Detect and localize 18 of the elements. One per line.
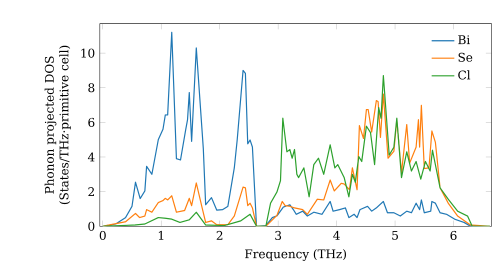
x-tick-label: 6 xyxy=(450,230,457,240)
y-tick-label: 6 xyxy=(88,118,94,127)
x-tick-label: 0 xyxy=(100,230,106,240)
y-tick-label: 0 xyxy=(88,222,94,231)
x-tick-label: 1 xyxy=(158,230,164,240)
y-axis-title: Phonon projected DOS (States/THz·primitive cell) xyxy=(44,46,71,204)
legend-label: Cl xyxy=(458,70,470,80)
y-tick-label: 4 xyxy=(88,152,95,162)
x-tick-label: 2 xyxy=(216,230,222,240)
legend-label: Bi xyxy=(458,35,470,44)
legend-label: Se xyxy=(458,52,472,62)
y-tick-label: 2 xyxy=(88,187,94,196)
x-tick-label: 5 xyxy=(392,230,398,240)
y-tick-label: 10 xyxy=(81,48,94,58)
x-tick-label: 3 xyxy=(275,230,282,240)
y-tick-label: 8 xyxy=(88,83,94,92)
x-axis-title: Frequency (THz) xyxy=(245,249,346,261)
x-tick-label: 4 xyxy=(333,230,340,240)
